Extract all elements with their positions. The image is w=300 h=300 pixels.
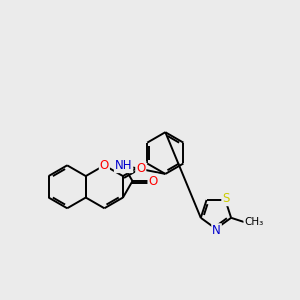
Text: O: O xyxy=(100,159,109,172)
Text: O: O xyxy=(148,175,158,188)
Text: NH: NH xyxy=(115,159,132,172)
Text: O: O xyxy=(136,162,146,175)
Text: N: N xyxy=(212,224,221,237)
Text: S: S xyxy=(222,192,230,205)
Text: CH₃: CH₃ xyxy=(244,217,263,227)
